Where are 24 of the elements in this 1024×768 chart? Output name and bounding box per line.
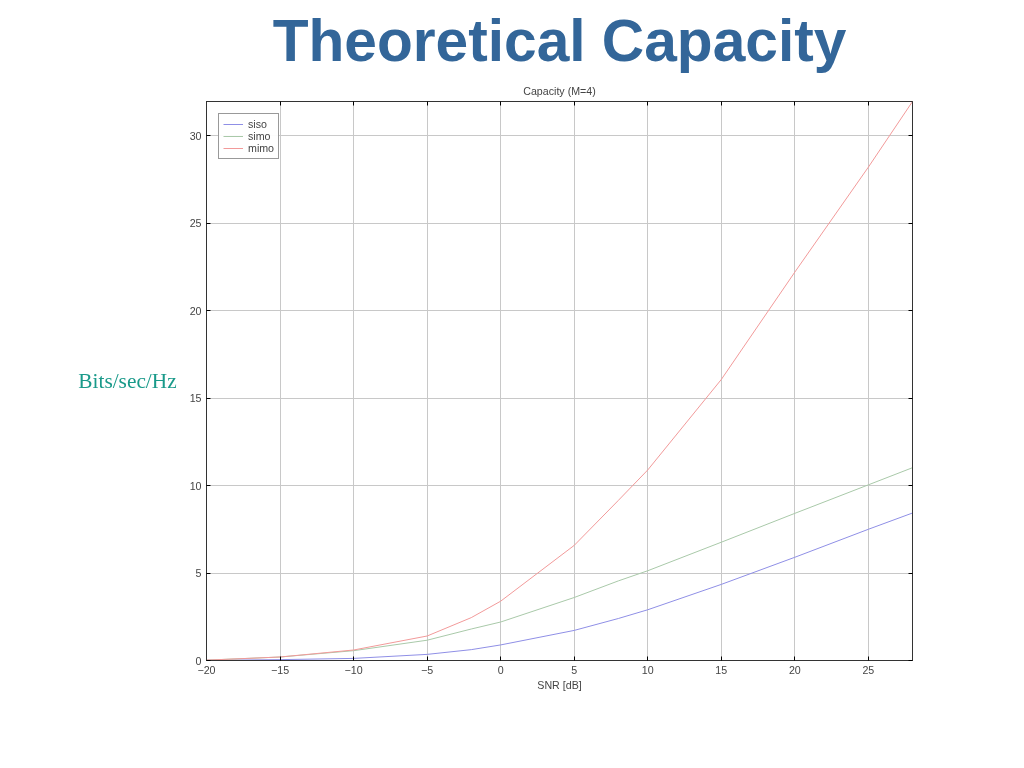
y-tick-label: 0 (195, 654, 202, 667)
y-tick-label: 10 (189, 479, 202, 492)
x-axis-title: SNR [dB] (537, 678, 582, 691)
y-tick-label: 30 (189, 129, 202, 142)
x-tick-label: 10 (641, 663, 654, 676)
chart-title: Theoretical Capacity (272, 7, 847, 73)
x-tick-label: 20 (788, 663, 801, 676)
x-tick-label: 0 (497, 663, 504, 676)
y-tick-label: 5 (195, 567, 202, 580)
legend-label: mimo (248, 142, 275, 154)
y-axis-title: Bits/sec/Hz (78, 369, 177, 393)
legend-label: simo (248, 130, 271, 142)
chart-subtitle: Capacity (M=4) (523, 84, 596, 97)
y-tick-label: 20 (189, 304, 202, 317)
x-tick-label: −15 (271, 663, 290, 676)
x-tick-label: 25 (862, 663, 875, 676)
legend-label: siso (248, 118, 268, 130)
y-tick-label: 25 (189, 217, 202, 230)
x-tick-label: −10 (344, 663, 363, 676)
line-series (206, 101, 913, 661)
x-tick-label: 5 (571, 663, 578, 676)
x-tick-label: −5 (421, 663, 434, 676)
x-tick-label: 15 (715, 663, 728, 676)
y-tick-label: 15 (189, 392, 202, 405)
